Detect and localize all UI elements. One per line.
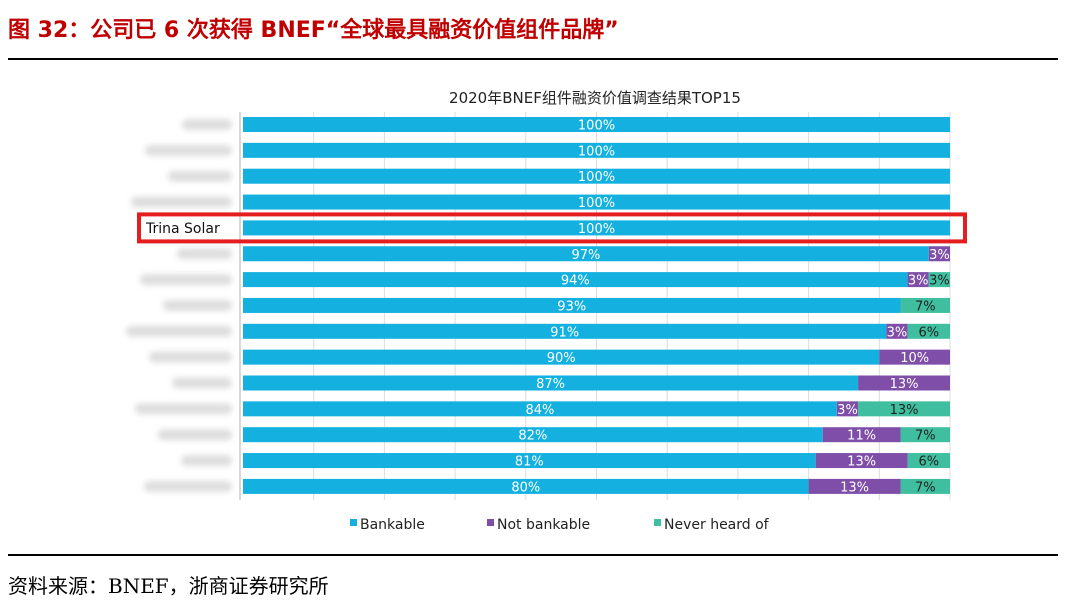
bar-segment (808, 478, 901, 494)
figure-title: 图 32：公司已 6 次获得 BNEF“全球最具融资价值组件品牌” (8, 18, 619, 43)
blurred-label (181, 455, 232, 467)
data-label: 100% (578, 119, 615, 134)
data-label: 93% (557, 299, 586, 314)
bar-segment (822, 427, 901, 443)
data-label: 80% (511, 480, 540, 495)
blurred-label (163, 299, 232, 311)
bar-segment (907, 272, 929, 288)
blurred-category-labels (126, 119, 232, 492)
bar-segment (243, 453, 816, 469)
blurred-label (126, 325, 232, 337)
bar-segment (836, 401, 859, 417)
data-label: 84% (525, 403, 554, 418)
blurred-label (131, 196, 232, 208)
data-label: 91% (550, 325, 579, 340)
bar-segment (243, 246, 929, 262)
bar-segment (900, 427, 950, 443)
data-label: 6% (918, 325, 939, 340)
data-label: 11% (847, 429, 876, 444)
bars: 100%100%100%100%100%97% 3%94% 3% 3%93% 7%91%… (243, 117, 950, 495)
bar-segment (907, 323, 950, 339)
blurred-label (168, 170, 232, 182)
blurred-label (149, 351, 232, 363)
data-label: 100% (578, 222, 615, 237)
bar-segment (243, 323, 887, 339)
bottom-rule (8, 554, 1058, 556)
blurred-label (144, 480, 232, 492)
bar-segment (243, 272, 908, 288)
data-label: 3% (837, 403, 858, 418)
legend: Bankable Not bankable Never heard of (350, 517, 770, 533)
bar-segment (243, 142, 950, 158)
data-label: 7% (915, 299, 936, 314)
data-label: 7% (915, 480, 936, 495)
highlight-rect (137, 212, 967, 244)
bar-segment (928, 272, 950, 288)
bar-segment (815, 453, 908, 469)
bar-segment (858, 375, 950, 391)
data-label: 94% (561, 274, 590, 289)
bar-segment (243, 194, 950, 210)
data-label: 3% (908, 274, 929, 289)
bar-segment (886, 323, 908, 339)
data-label: 13% (847, 455, 876, 470)
bar-segment (928, 246, 950, 262)
chart-title: 2020年BNEF组件融资价值调查结果TOP15 (449, 89, 741, 107)
bar-segment (243, 375, 859, 391)
legend-swatch (654, 519, 661, 526)
source-note: 资料来源：BNEF，浙商证券研究所 (8, 574, 329, 598)
legend-swatch (350, 519, 357, 526)
data-label: 100% (578, 196, 615, 211)
bar-segment (243, 349, 880, 365)
category-labels: Trina Solar (145, 221, 220, 237)
data-label: 90% (547, 351, 576, 366)
bar-segment (243, 478, 809, 494)
highlight-box (137, 212, 967, 244)
blurred-label (172, 377, 232, 389)
blurred-label (182, 119, 232, 130)
top-rule (8, 58, 1058, 60)
blurred-label (135, 403, 232, 415)
blurred-label (140, 274, 232, 286)
data-label: 13% (890, 377, 919, 392)
blurred-label (177, 248, 232, 260)
bar-segment (243, 297, 901, 313)
data-label: 100% (578, 144, 615, 159)
data-label: 82% (518, 429, 547, 444)
bar-segment (243, 168, 950, 184)
legend-label: Never heard of (664, 517, 770, 533)
bar-segment (879, 349, 950, 365)
bar-segment (907, 453, 950, 469)
legend-label: Bankable (360, 517, 425, 533)
data-label: 7% (915, 429, 936, 444)
bar-segment (243, 401, 837, 417)
data-label: 10% (900, 351, 929, 366)
data-label: 13% (890, 403, 919, 418)
data-label: 87% (536, 377, 565, 392)
blurred-label (145, 144, 232, 156)
data-label: 97% (571, 248, 600, 263)
bar-segment (858, 401, 950, 417)
bar-segment (243, 427, 823, 443)
data-label: 3% (929, 274, 950, 289)
data-label: 100% (578, 170, 615, 185)
legend-swatch (487, 519, 494, 526)
data-label: 81% (515, 455, 544, 470)
data-label: 3% (929, 248, 950, 263)
data-label: 13% (840, 480, 869, 495)
category-label: Trina Solar (145, 221, 220, 237)
data-label: 6% (918, 455, 939, 470)
bar-segment (900, 478, 950, 494)
bar-segment (243, 117, 950, 132)
data-label: 3% (887, 325, 908, 340)
blurred-label (158, 429, 232, 441)
bar-segment (243, 220, 950, 236)
legend-label: Not bankable (497, 517, 590, 533)
bar-segment (900, 297, 950, 313)
